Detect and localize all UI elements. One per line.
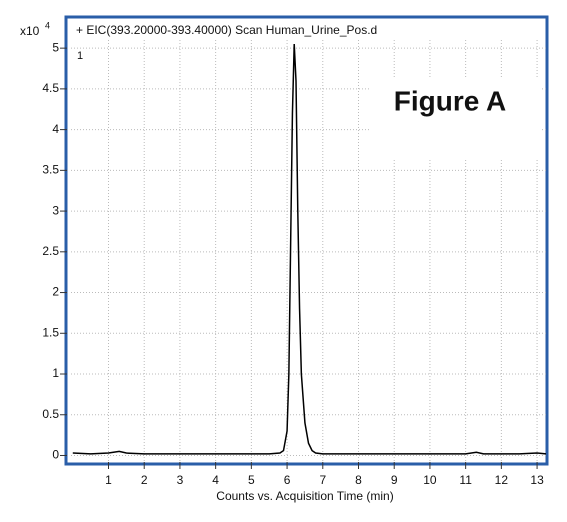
y-tick-label: 2	[52, 285, 59, 299]
y-tick-label: 5	[52, 40, 59, 54]
x-tick-label: 1	[105, 473, 112, 487]
y-tick-label: 3	[52, 203, 59, 217]
data-line	[72, 44, 547, 455]
x-tick-label: 10	[423, 473, 437, 487]
y-tick-label: 2.5	[42, 244, 59, 258]
y-tick-label: 0	[52, 448, 59, 462]
annotation-box	[370, 78, 540, 158]
x-tick-label: 13	[530, 473, 544, 487]
x-tick-label: 6	[284, 473, 291, 487]
figure-label: Figure A	[394, 85, 507, 116]
y-multiplier: x10	[20, 24, 40, 38]
x-tick-label: 2	[141, 473, 148, 487]
y-tick-label: 4.5	[42, 81, 59, 95]
y-tick-label: 3.5	[42, 163, 59, 177]
y-tick-label: 4	[52, 122, 59, 136]
y-exponent: 4	[45, 20, 50, 30]
y-tick-label: 1.5	[42, 325, 59, 339]
y-tick-label: 1	[52, 366, 59, 380]
x-axis-title: Counts vs. Acquisition Time (min)	[216, 489, 393, 503]
x-tick-label: 4	[212, 473, 219, 487]
y-tick-label: 0.5	[42, 407, 59, 421]
trace-number: 1	[77, 50, 83, 62]
x-tick-label: 5	[248, 473, 255, 487]
x-tick-label: 11	[459, 473, 472, 487]
x-tick-label: 3	[177, 473, 184, 487]
x-tick-label: 12	[495, 473, 509, 487]
chart-title: + EIC(393.20000-393.40000) Scan Human_Ur…	[76, 23, 377, 37]
x-tick-label: 8	[355, 473, 362, 487]
x-tick-label: 9	[391, 473, 398, 487]
x-tick-label: 7	[319, 473, 326, 487]
